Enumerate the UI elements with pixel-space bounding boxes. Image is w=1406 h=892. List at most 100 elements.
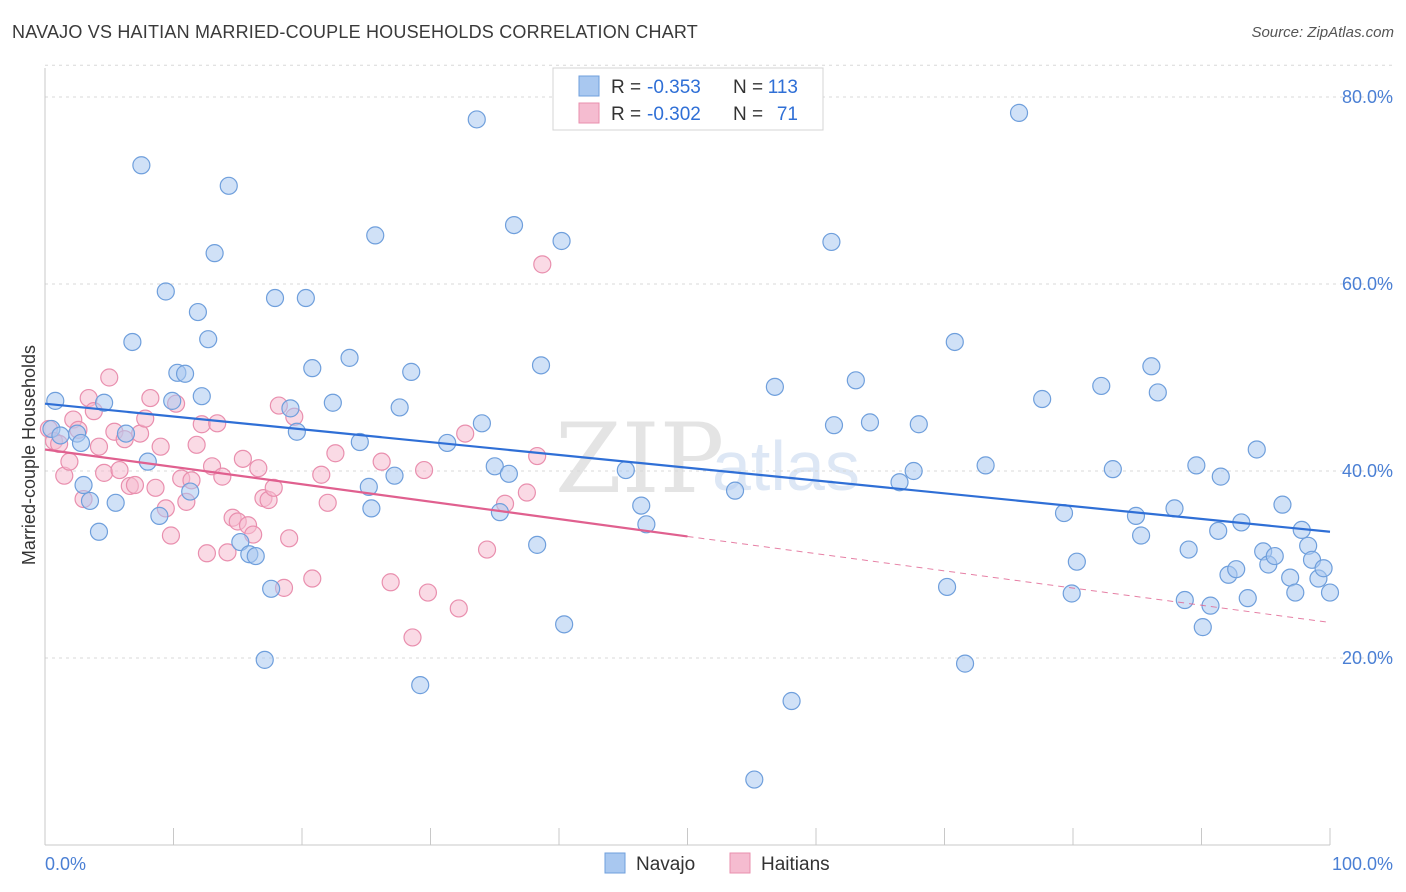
haitian-point-62 (517, 483, 536, 502)
haitian-point-33 (208, 414, 227, 433)
navajo-point-60 (745, 770, 764, 789)
navajo-point-18 (175, 364, 195, 383)
navajo-point-63 (822, 232, 841, 252)
haitian-point-41 (249, 459, 268, 478)
navajo-point-38 (359, 477, 378, 496)
navajo-series-label: Navajo (636, 854, 695, 875)
navajo-point-25 (231, 532, 250, 552)
navajo-point-55 (555, 615, 574, 634)
navajo-point-31 (281, 399, 300, 418)
navajo-point-24 (219, 176, 238, 195)
navajo-point-27 (246, 546, 265, 566)
haitian-point-20 (141, 388, 160, 408)
haitian-point-4 (60, 452, 79, 471)
navajo-n-label: N = (733, 77, 763, 98)
navajo-point-78 (1067, 552, 1086, 571)
navajo-point-34 (303, 359, 322, 378)
navajo-series-swatch (604, 852, 626, 874)
navajo-point-36 (340, 348, 359, 367)
navajo-point-53 (531, 356, 551, 375)
navajo-point-96 (1238, 589, 1257, 608)
navajo-point-94 (1227, 560, 1246, 579)
navajo-point-100 (1265, 546, 1284, 566)
haitian-point-49 (303, 569, 322, 588)
navajo-point-54 (552, 231, 571, 251)
navajo-point-92 (1211, 467, 1230, 486)
navajo-point-89 (1193, 618, 1212, 637)
haitian-point-29 (187, 435, 206, 454)
navajo-point-61 (765, 377, 784, 396)
navajo-point-21 (192, 387, 211, 406)
navajo-point-85 (1165, 499, 1184, 518)
navajo-point-19 (181, 482, 200, 501)
haitian-point-21 (146, 478, 165, 497)
haitian-legend-swatch (578, 102, 600, 124)
haitian-n-label: N = (733, 104, 763, 125)
haitian-point-14 (110, 460, 129, 480)
navajo-point-91 (1209, 521, 1228, 540)
navajo-r-label: R = (611, 77, 641, 98)
navajo-point-101 (1273, 495, 1292, 514)
navajo-point-59 (725, 481, 745, 500)
watermark-zip: ZIP (555, 403, 724, 515)
navajo-point-56 (616, 460, 635, 480)
navajo-point-79 (1092, 376, 1111, 396)
navajo-n-value: 113 (768, 77, 798, 98)
navajo-point-15 (156, 282, 175, 301)
navajo-point-88 (1187, 456, 1206, 475)
navajo-trendline (44, 402, 1331, 533)
haitian-point-54 (381, 573, 400, 592)
y-tick-label-20: 20.0% (1342, 648, 1393, 668)
navajo-point-5 (74, 475, 93, 495)
navajo-point-7 (89, 522, 109, 541)
navajo-point-20 (188, 302, 208, 322)
x-tick-label-max: 100.0% (1332, 854, 1393, 874)
navajo-point-32 (287, 422, 306, 441)
navajo-point-70 (937, 577, 957, 597)
navajo-point-9 (106, 493, 125, 512)
y-tick-label-60: 60.0% (1342, 274, 1393, 294)
haitian-point-59 (456, 424, 475, 443)
haitian-point-34 (213, 467, 232, 486)
navajo-point-52 (528, 535, 547, 554)
haitian-point-60 (477, 540, 497, 559)
y-tick-label-80: 80.0% (1342, 87, 1393, 107)
haitian-point-50 (312, 465, 331, 484)
haitian-point-12 (100, 368, 119, 387)
x-tick-label-min: 0.0% (45, 854, 86, 874)
haitian-point-52 (326, 444, 345, 463)
haitian-point-57 (418, 583, 438, 602)
haitian-point-44 (264, 478, 283, 497)
navajo-point-84 (1148, 383, 1167, 402)
navajo-point-8 (95, 393, 114, 412)
navajo-point-46 (467, 110, 486, 129)
navajo-point-28 (255, 650, 274, 669)
navajo-point-108 (1314, 559, 1333, 578)
navajo-point-33 (296, 288, 315, 308)
y-tick-label-40: 40.0% (1342, 461, 1393, 481)
navajo-point-57 (632, 496, 651, 515)
navajo-point-6 (80, 491, 100, 511)
navajo-point-97 (1247, 440, 1266, 459)
navajo-point-12 (132, 156, 151, 175)
navajo-point-83 (1142, 357, 1161, 376)
navajo-point-67 (890, 473, 909, 492)
trendlines (44, 402, 1331, 623)
haitian-point-47 (280, 529, 299, 548)
navajo-point-65 (846, 371, 865, 390)
haitian-point-11 (95, 463, 114, 482)
navajo-point-62 (782, 691, 801, 711)
navajo-r-value: -0.353 (647, 77, 701, 98)
haitian-point-53 (372, 452, 391, 471)
navajo-point-76 (1054, 503, 1074, 523)
watermark: ZIP atlas (555, 403, 860, 515)
navajo-point-68 (904, 461, 923, 481)
gridlines (45, 64, 1393, 659)
navajo-point-16 (163, 391, 182, 410)
haitian-point-31 (197, 544, 217, 563)
navajo-legend-swatch (578, 75, 600, 97)
navajo-point-48 (485, 457, 504, 476)
navajo-point-41 (385, 466, 404, 485)
haitian-r-label: R = (611, 104, 641, 125)
